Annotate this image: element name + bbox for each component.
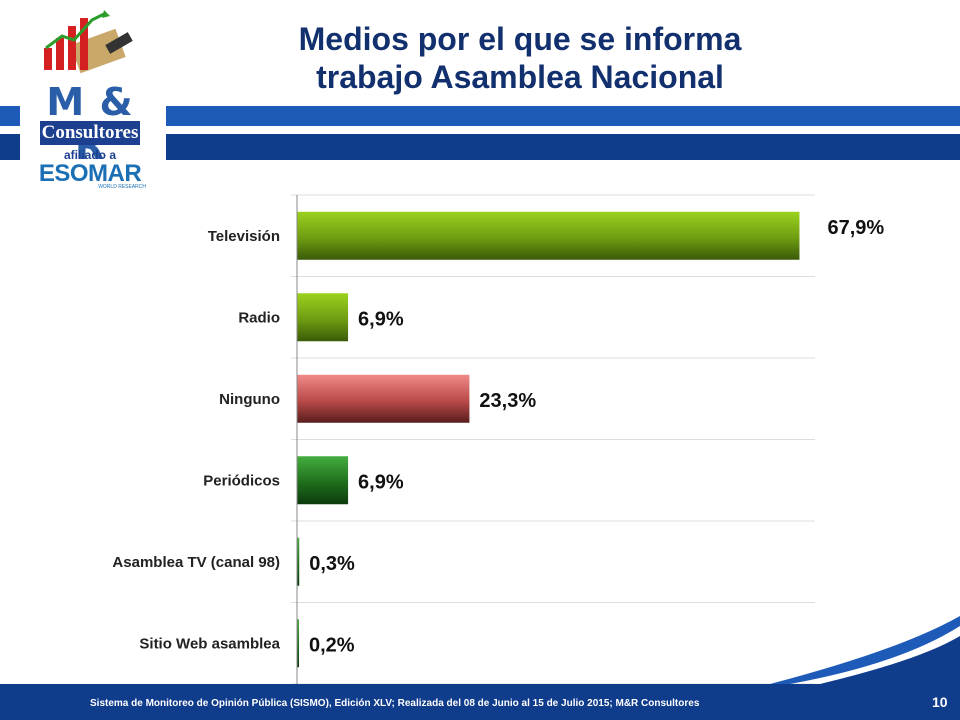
title-line-2: trabajo Asamblea Nacional: [316, 59, 724, 95]
data-label: 23,3%: [479, 390, 536, 412]
logo-affiliation: afiliado a: [63, 148, 116, 162]
company-logo: M & R Consultores afiliado a ESOMAR WORL…: [34, 8, 146, 190]
bar: [297, 374, 470, 423]
chart-bars: [297, 211, 800, 668]
chart-value-labels: 67,9% 6,9% 23,3% 6,9% 0,3% 0,2%: [309, 217, 884, 657]
title-line-1: Medios por el que se informa: [298, 21, 742, 57]
data-label: 0,2%: [309, 634, 355, 656]
tick-label: Periódicos: [203, 472, 280, 489]
tick-label: Ninguno: [219, 391, 280, 408]
bar: [297, 293, 349, 342]
chart-gridlines: [291, 194, 815, 685]
tick-label: Radio: [238, 309, 280, 326]
header-band-top: [166, 106, 960, 126]
data-label: 6,9%: [358, 471, 404, 493]
header-band-left-bottom: [0, 134, 20, 160]
bar: [297, 456, 349, 505]
data-label: 0,3%: [309, 553, 355, 575]
data-label: 67,9%: [827, 217, 884, 239]
logo-name: Consultores: [40, 121, 140, 145]
header-band-bottom: [166, 134, 960, 160]
footer-text: Sistema de Monitoreo de Opinión Pública …: [90, 698, 700, 709]
chart-category-labels: Televisión Radio Ninguno Periódicos Asamblea…: [112, 228, 280, 653]
tick-label: Televisión: [208, 228, 280, 245]
page-title: Medios por el que se informa trabajo Asa…: [190, 20, 850, 96]
chart-graphic-icon: [44, 10, 133, 74]
logo-partner-sub: WORLD RESEARCH: [98, 184, 146, 190]
footer-bar: [0, 684, 960, 720]
data-label: 6,9%: [358, 308, 404, 330]
bar: [297, 211, 800, 260]
page-number: 10: [932, 694, 948, 710]
logo-partner: ESOMAR: [38, 160, 142, 187]
tick-label: Sitio Web asamblea: [139, 635, 280, 652]
tick-label: Asamblea TV (canal 98): [112, 554, 280, 571]
bar: [297, 619, 299, 668]
bar: [297, 537, 300, 586]
footer-swoosh-dark: [820, 636, 960, 684]
header-band-left-top: [0, 106, 20, 126]
